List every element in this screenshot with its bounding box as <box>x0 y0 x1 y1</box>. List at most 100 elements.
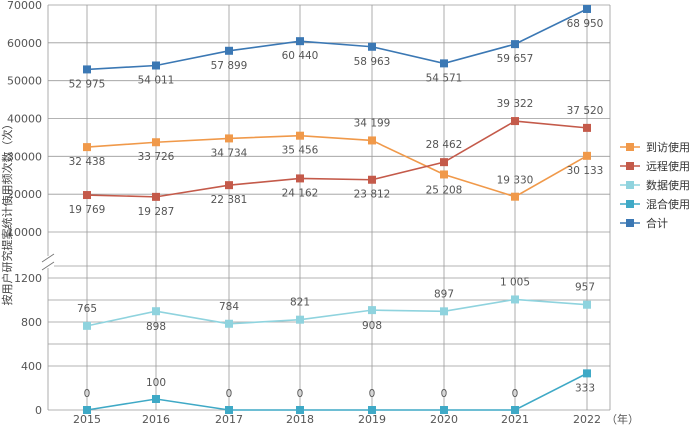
x-tick-label: 2020 <box>430 413 458 425</box>
x-tick-label: 2022 <box>573 413 601 425</box>
data-label: 33 726 <box>138 151 175 163</box>
data-point <box>225 181 233 190</box>
data-label: 784 <box>219 301 239 313</box>
data-label: 57 899 <box>211 60 248 72</box>
data-labels: 32 438 33 726 34 734 35 456 34 199 25 208 19 3… <box>69 18 604 400</box>
data-point <box>511 406 519 414</box>
data-point <box>511 295 519 304</box>
data-label: 54 011 <box>138 74 175 86</box>
legend-item: 合计 <box>620 216 668 230</box>
data-point <box>583 123 591 132</box>
data-point <box>583 300 591 309</box>
legend-label: 数据使用 <box>646 178 690 192</box>
data-point <box>368 406 376 414</box>
data-label: 52 975 <box>69 78 106 90</box>
axis-break-mark <box>41 253 55 271</box>
data-point <box>152 395 160 403</box>
data-label: 25 208 <box>426 184 463 196</box>
series-line <box>86 134 588 198</box>
y-tick-label: 400 <box>21 360 42 373</box>
data-label: 32 438 <box>69 156 106 168</box>
data-label: 22 381 <box>211 194 248 206</box>
data-label: 54 571 <box>426 72 463 84</box>
data-point <box>368 175 376 184</box>
data-point <box>440 406 448 414</box>
legend-swatch <box>626 200 634 208</box>
data-point <box>83 143 91 152</box>
y-tick-label: 800 <box>21 316 42 329</box>
series-合计 <box>83 4 591 74</box>
data-point <box>296 315 304 324</box>
x-tick-label: 2019 <box>358 413 386 425</box>
series-line <box>86 8 588 71</box>
data-label: 23 812 <box>354 189 391 201</box>
legend-item: 混合使用 <box>620 197 690 211</box>
legend-label: 混合使用 <box>646 197 690 211</box>
data-label: 0 <box>369 388 376 400</box>
data-label: 58 963 <box>354 56 391 68</box>
data-point <box>583 4 591 13</box>
data-label: 897 <box>434 288 454 300</box>
data-label: 0 <box>84 388 91 400</box>
y-tick-label: 30000 <box>7 150 42 163</box>
data-label: 28 462 <box>426 139 463 151</box>
data-point <box>83 321 91 330</box>
y-tick-label: 60000 <box>7 37 42 50</box>
data-label: 0 <box>441 388 448 400</box>
data-label: 30 133 <box>567 165 604 177</box>
x-tick-label: 2018 <box>286 413 314 425</box>
data-point <box>296 37 304 46</box>
series-line <box>86 298 588 327</box>
series-line <box>86 120 588 198</box>
x-tick-label: 2016 <box>142 413 170 425</box>
data-label: 1 005 <box>500 276 530 288</box>
data-label: 765 <box>77 303 97 315</box>
legend-swatch <box>626 219 634 227</box>
legend-item: 到访使用 <box>620 141 690 154</box>
data-label: 39 322 <box>497 98 534 110</box>
y-tick-label: 50000 <box>7 75 42 88</box>
legend-label: 远程使用 <box>646 160 690 173</box>
series-混合使用 <box>83 369 591 414</box>
data-point <box>583 369 591 378</box>
data-point <box>225 134 233 143</box>
data-point <box>83 406 91 414</box>
axes: 7000060000500004000030000200001000012008… <box>7 0 639 425</box>
data-point <box>296 406 304 414</box>
data-label: 60 440 <box>282 50 319 62</box>
series-lines <box>83 4 591 414</box>
y-tick-label: 40000 <box>7 113 42 126</box>
y-tick-label: 1200 <box>14 272 42 285</box>
data-label: 68 950 <box>567 18 604 30</box>
y-tick-label: 10000 <box>7 226 42 239</box>
y-tick-label: 70000 <box>7 0 42 12</box>
series-到访使用 <box>83 131 591 201</box>
series-远程使用 <box>83 117 591 201</box>
data-label: 0 <box>226 388 233 400</box>
data-point <box>225 406 233 414</box>
data-label: 34 199 <box>354 117 391 129</box>
legend-swatch <box>626 143 634 151</box>
legend-item: 数据使用 <box>620 178 690 192</box>
data-point <box>368 306 376 315</box>
data-point <box>225 319 233 328</box>
legend-item: 远程使用 <box>620 160 690 173</box>
data-label: 898 <box>146 321 166 333</box>
x-tick-label: 2017 <box>215 413 243 425</box>
y-axis-title: 按用户研究提案统计使用频次数（次） <box>0 119 14 306</box>
series-line <box>86 372 588 411</box>
data-point <box>225 46 233 55</box>
data-point <box>152 192 160 201</box>
data-label: 333 <box>575 382 595 394</box>
data-point <box>440 158 448 167</box>
data-point <box>511 117 519 126</box>
data-point <box>296 131 304 140</box>
data-label: 100 <box>146 377 166 389</box>
x-tick-label: 2021 <box>501 413 529 425</box>
legend-swatch <box>626 162 634 170</box>
y-tick-label: 0 <box>35 404 42 417</box>
data-label: 19 287 <box>138 206 175 218</box>
data-label: 908 <box>362 320 382 332</box>
